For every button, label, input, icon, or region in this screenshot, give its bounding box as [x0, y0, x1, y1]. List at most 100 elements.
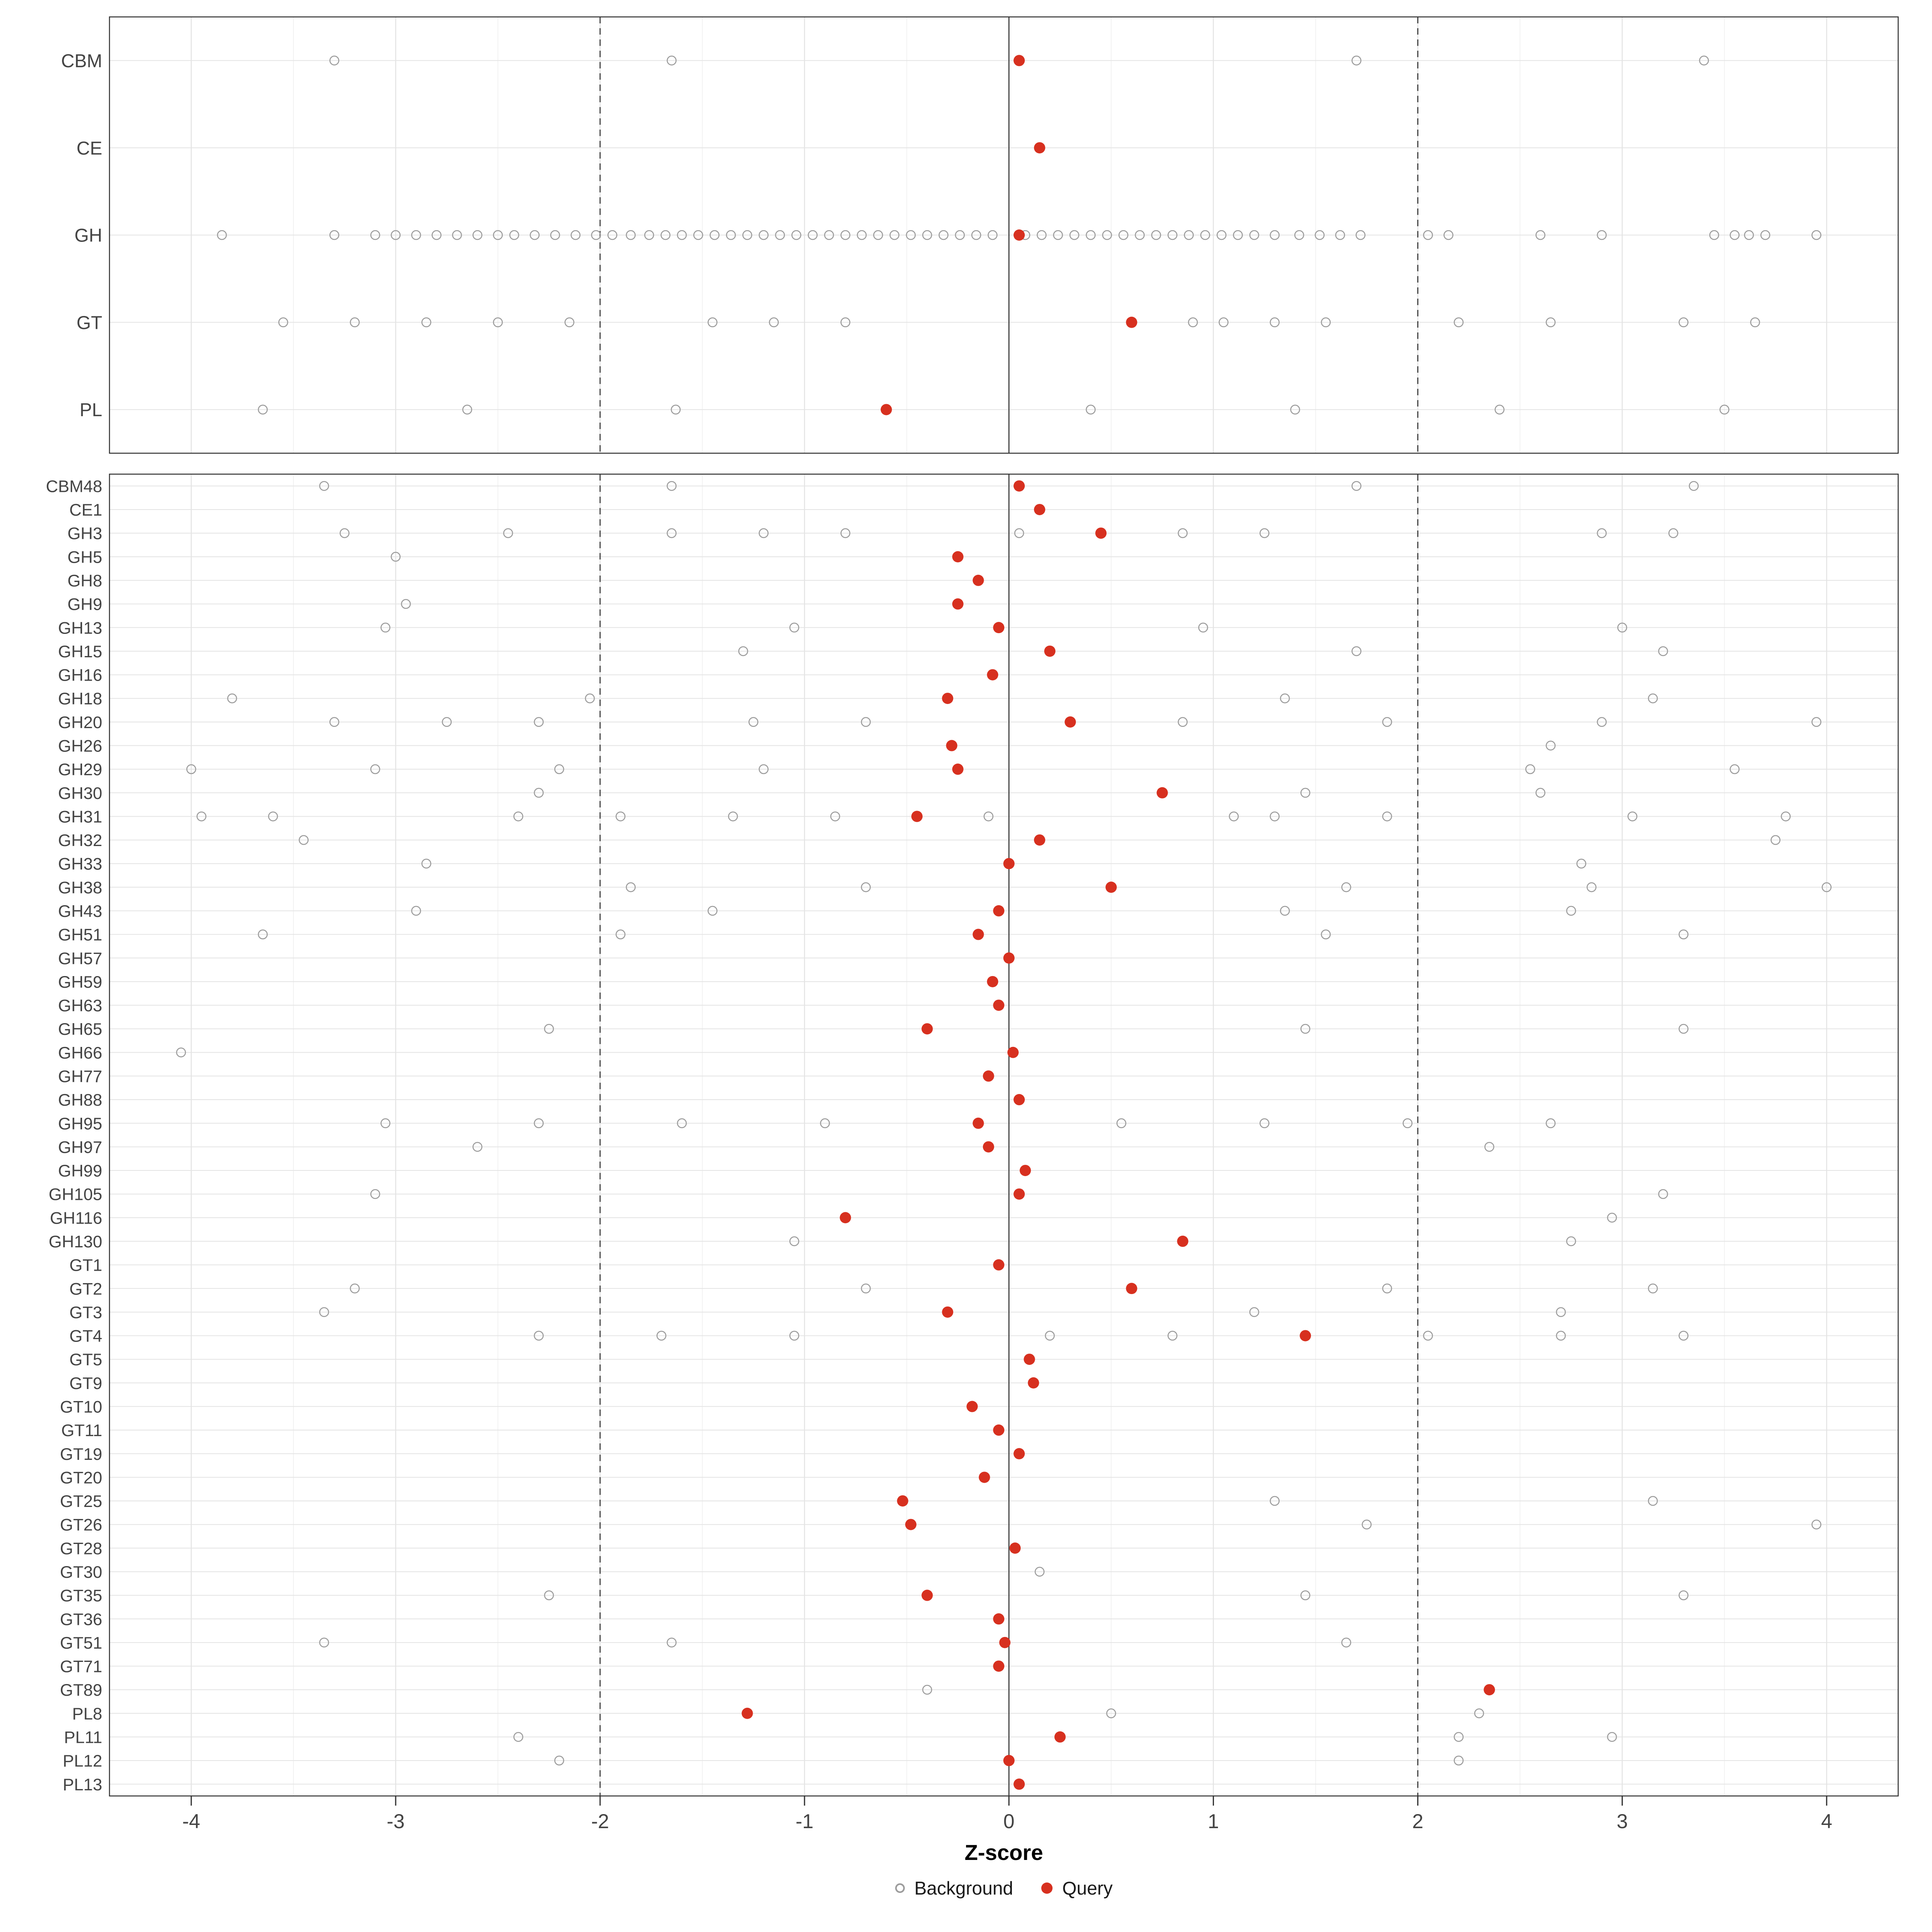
background-point — [258, 929, 268, 939]
background-point — [1218, 317, 1229, 328]
y-axis-label: GH9 — [68, 595, 102, 614]
background-point — [656, 1331, 667, 1341]
y-axis-label: GH26 — [58, 737, 102, 755]
query-point — [1484, 1684, 1495, 1696]
background-point — [350, 1283, 360, 1294]
background-point — [1535, 788, 1546, 798]
background-point — [585, 693, 595, 704]
y-axis-label: GT36 — [60, 1610, 102, 1629]
y-axis-label: GH18 — [58, 689, 102, 708]
background-point — [544, 1590, 554, 1600]
background-point — [534, 717, 544, 727]
y-axis-label: GH30 — [58, 784, 102, 803]
y-axis-label: GH15 — [58, 642, 102, 661]
background-point — [1106, 1708, 1116, 1718]
background-point — [667, 1637, 677, 1648]
background-point — [726, 230, 736, 240]
y-axis-label: GH130 — [49, 1232, 102, 1251]
background-point — [1300, 1024, 1311, 1034]
background-point — [1382, 1283, 1392, 1294]
background-point — [861, 1283, 871, 1294]
background-point — [513, 811, 524, 822]
background-point — [509, 230, 519, 240]
query-point — [1126, 316, 1137, 328]
background-point — [550, 230, 560, 240]
query-point — [1156, 787, 1168, 799]
background-point — [922, 1684, 932, 1695]
background-point — [1233, 230, 1243, 240]
background-point — [1300, 1590, 1311, 1600]
y-axis-label: PL13 — [63, 1775, 102, 1794]
background-point — [1566, 906, 1576, 916]
background-point — [1730, 764, 1740, 774]
y-axis-label: GH43 — [58, 902, 102, 921]
background-point — [1494, 405, 1505, 415]
query-point — [1003, 1755, 1015, 1767]
background-point — [530, 230, 540, 240]
query-point — [1034, 834, 1045, 846]
background-point — [1617, 622, 1627, 633]
background-point — [472, 230, 483, 240]
background-point — [1556, 1307, 1566, 1317]
query-point — [1009, 1542, 1021, 1554]
background-point — [971, 230, 981, 240]
background-point — [789, 1236, 799, 1247]
y-axis-label: GH5 — [68, 547, 102, 566]
background-point — [748, 717, 759, 727]
query-point — [840, 1212, 851, 1224]
background-point — [1249, 230, 1259, 240]
query-point — [1105, 881, 1117, 893]
background-point — [380, 1118, 390, 1128]
background-point — [431, 230, 442, 240]
y-axis-label: GH97 — [58, 1137, 102, 1156]
query-point — [942, 693, 954, 704]
background-point — [1781, 811, 1791, 822]
background-point — [534, 1118, 544, 1128]
y-axis-label: GT89 — [60, 1680, 102, 1699]
query-point — [952, 598, 964, 610]
y-axis-label: GH116 — [50, 1208, 102, 1227]
background-point — [861, 717, 871, 727]
query-point — [1013, 55, 1025, 66]
y-axis-label: GT — [76, 312, 102, 333]
background-point — [591, 230, 601, 240]
background-point — [1678, 1024, 1688, 1034]
y-axis-label: GT19 — [60, 1445, 102, 1463]
background-point — [319, 481, 329, 491]
query-point — [1065, 716, 1076, 728]
x-tick-label: 0 — [1003, 1810, 1015, 1833]
y-axis-label: GH13 — [58, 618, 102, 637]
background-point — [493, 230, 503, 240]
background-point — [1556, 1331, 1566, 1341]
background-point — [390, 552, 401, 562]
background-point — [769, 317, 779, 328]
query-point — [993, 1660, 1005, 1672]
y-axis-label: GH63 — [58, 996, 102, 1015]
y-axis-label: PL8 — [72, 1704, 102, 1723]
query-point — [1054, 1731, 1066, 1743]
background-point — [1597, 230, 1607, 240]
y-axis-label: GH16 — [58, 666, 102, 685]
background-point — [607, 230, 617, 240]
background-point — [1351, 56, 1362, 66]
background-point — [411, 906, 421, 916]
background-point — [922, 230, 932, 240]
background-point — [472, 1142, 483, 1152]
background-point — [789, 1331, 799, 1341]
background-point — [1269, 1496, 1280, 1506]
background-point — [186, 764, 196, 774]
background-point — [830, 811, 840, 822]
background-point — [299, 835, 309, 845]
query-point — [1028, 1377, 1039, 1389]
background-point — [625, 882, 636, 892]
background-point — [671, 405, 681, 415]
background-point — [1269, 230, 1280, 240]
query-point — [942, 1306, 954, 1318]
background-point — [1034, 1567, 1045, 1577]
background-point — [1178, 717, 1188, 727]
background-point — [758, 764, 769, 774]
query-point — [993, 999, 1005, 1011]
background-point — [1668, 528, 1678, 538]
background-point — [319, 1307, 329, 1317]
y-axis-label: GT11 — [61, 1421, 102, 1440]
